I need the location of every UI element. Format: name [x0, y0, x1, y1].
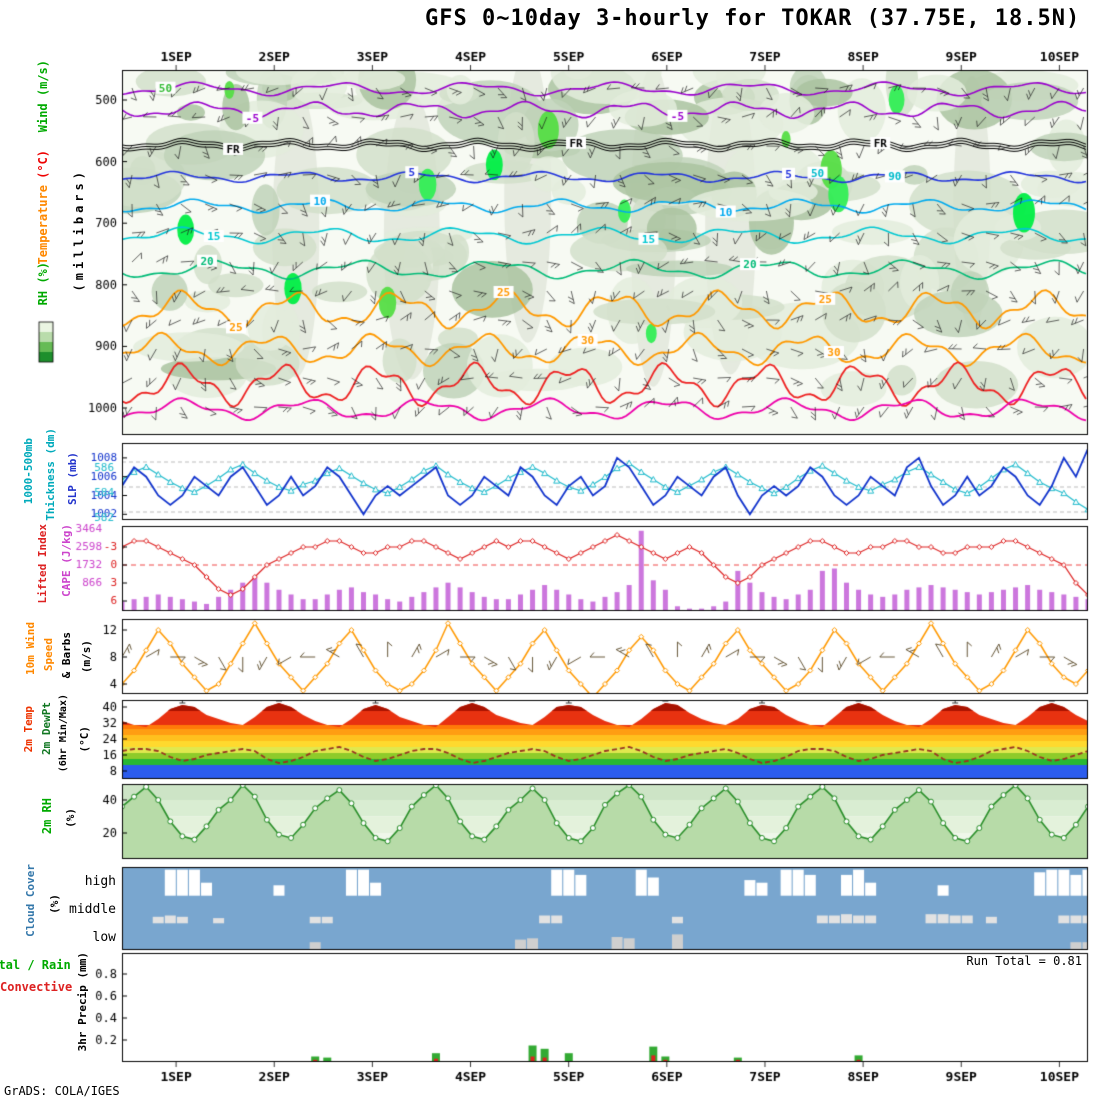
side-label-rh2m-unit-label: (%) — [64, 808, 77, 828]
side-label-li-axis-label: Lifted Index — [36, 524, 49, 604]
side-label-wind10-barbs-label: & Barbs — [60, 632, 73, 679]
cloud-row-label-middle: middle — [69, 902, 116, 917]
side-label-wind10-axis-label: 10m Wind — [24, 622, 37, 675]
side-label-dewpt-axis-label: 2m DewPt — [40, 702, 53, 755]
grads-credit: GrADS: COLA/IGES — [4, 1084, 120, 1098]
side-label-precip-axis-label: 3hr Precip (mm) — [76, 952, 89, 1052]
side-label-precip-total-label: Total / Rain — [0, 958, 71, 972]
side-label-slp-axis-label: SLP (mb) — [66, 452, 79, 505]
run-total-label: Run Total = 0.81 — [966, 954, 1082, 968]
side-label-wind10-speed-label: Speed — [42, 638, 55, 672]
side-label-wind-axis-label: Wind (m/s) — [36, 60, 50, 133]
side-label-temp-unit-label: (°C) — [36, 150, 50, 179]
side-label-wind10-unit-label: (m/s) — [80, 640, 93, 674]
side-label-cloud-unit-label: (%) — [48, 894, 61, 914]
side-label-cloud-axis-label: Cloud Cover — [24, 864, 37, 937]
side-label-minmax-label: (6hr Min/Max) — [58, 694, 69, 773]
side-label-t2m-axis-label: 2m Temp — [22, 706, 35, 753]
side-label-thickness-range-label: 1000-500mb — [22, 438, 35, 505]
side-label-precip-conv-label: Convective — [0, 980, 73, 994]
chart-title: GFS 0~10day 3-hourly for TOKAR (37.75E, … — [425, 6, 1081, 31]
side-label-pressure-axis-label: (millibars) — [72, 168, 86, 292]
side-label-rh2m-axis-label: 2m RH — [40, 798, 54, 835]
cloud-row-label-low: low — [92, 930, 116, 945]
side-label-temp-axis-label: Temperature — [36, 185, 50, 265]
side-label-thickness-axis-label: Thickness (dm) — [44, 428, 57, 521]
side-label-cape-axis-label: CAPE (J/kg) — [60, 524, 73, 597]
cloud-row-label-high: high — [84, 874, 116, 889]
side-label-t2m-unit-label: (°C) — [78, 726, 91, 753]
side-label-rh-axis-label: RH (%) — [36, 262, 50, 306]
